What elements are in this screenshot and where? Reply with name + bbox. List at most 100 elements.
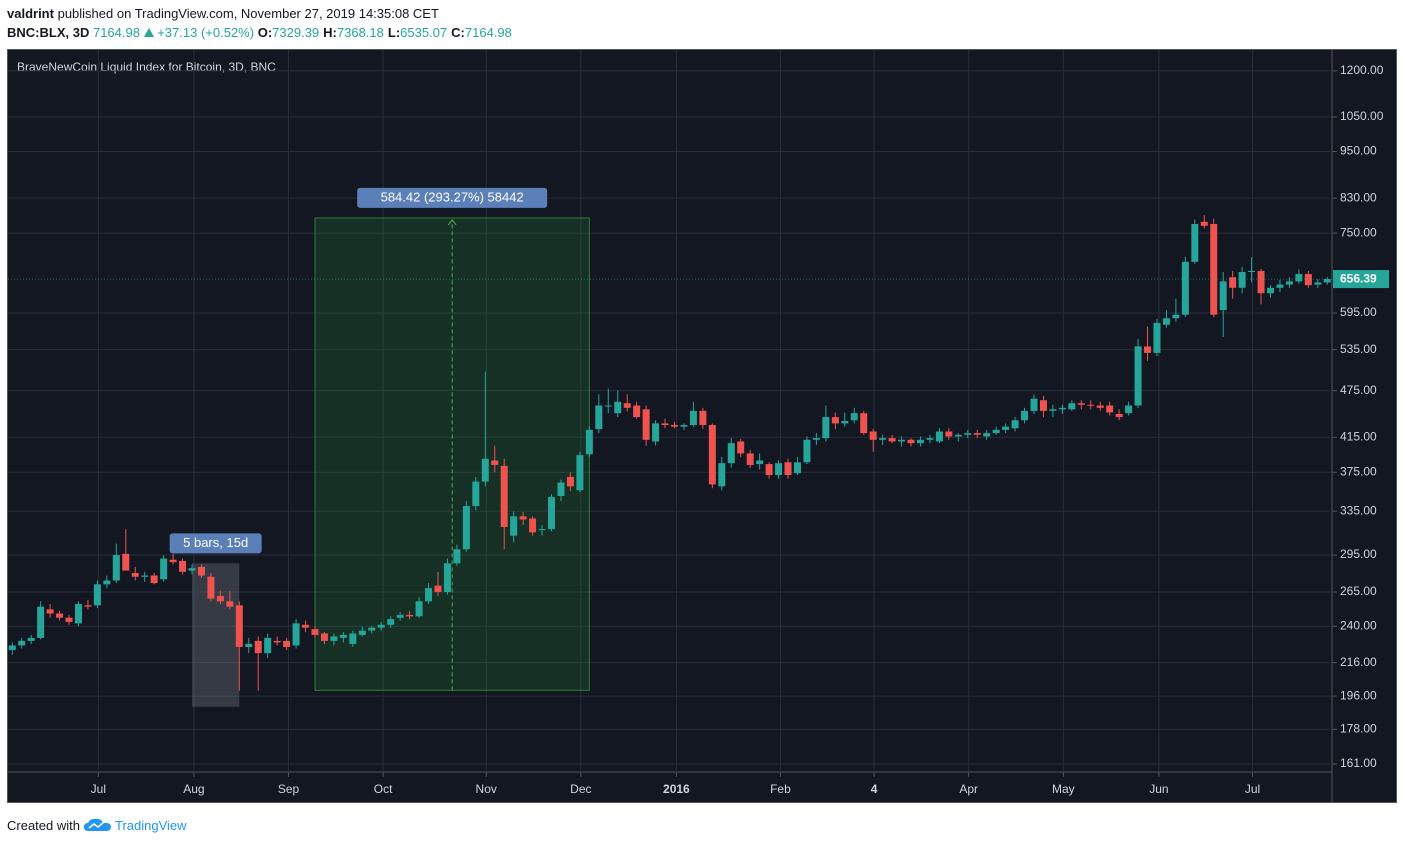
- candle-body: [1295, 274, 1303, 282]
- candle-body: [226, 601, 234, 607]
- candle-body: [462, 506, 470, 550]
- candle-body: [103, 580, 111, 585]
- candle-body: [37, 606, 45, 638]
- y-tick-label: 196.00: [1340, 688, 1377, 702]
- candle-body: [1267, 287, 1275, 294]
- measure-label: 5 bars, 15d: [183, 535, 248, 550]
- candle-body: [1191, 224, 1199, 262]
- candle-body: [1049, 409, 1057, 411]
- ohlc-label: L:: [387, 25, 401, 40]
- y-tick-label: 750.00: [1340, 225, 1377, 239]
- candle-body: [254, 640, 262, 654]
- y-tick-label: 595.00: [1340, 305, 1377, 319]
- candle-body: [566, 476, 574, 487]
- price: 7164.98: [92, 25, 140, 40]
- candle-body: [1181, 261, 1189, 315]
- y-tick-label: 475.00: [1340, 383, 1377, 397]
- candle-body: [860, 413, 868, 434]
- footer-text: Created with: [7, 818, 80, 833]
- candle-body: [122, 553, 130, 571]
- candle-body: [727, 443, 735, 464]
- y-tick-label: 950.00: [1340, 144, 1377, 158]
- candle-body: [793, 462, 801, 474]
- candle-body: [557, 482, 565, 497]
- candle-body: [387, 619, 395, 625]
- x-tick-label: Jun: [1149, 782, 1168, 796]
- chart-title: BraveNewCoin Liquid Index for Bitcoin, 3…: [17, 60, 276, 74]
- candle-body: [841, 421, 849, 424]
- candle-body: [46, 609, 54, 614]
- ohlc-label: H:: [323, 25, 337, 40]
- footer-brand: TradingView: [115, 818, 187, 833]
- candle-body: [1021, 410, 1029, 421]
- y-tick-label: 1050.00: [1340, 109, 1384, 123]
- candle-body: [245, 643, 253, 647]
- y-tick-label: 265.00: [1340, 584, 1377, 598]
- candle-body: [1030, 398, 1038, 411]
- x-tick-label: Jul: [1245, 782, 1260, 796]
- ohlc-value: 7329.39: [272, 25, 320, 40]
- candle-body: [425, 588, 433, 602]
- candle-body: [945, 431, 953, 437]
- candle-body: [850, 413, 858, 421]
- candle-body: [652, 423, 660, 442]
- logo: [83, 818, 111, 831]
- last-price-bg: [1333, 270, 1389, 289]
- candle-body: [604, 405, 612, 407]
- y-tick-label: 161.00: [1340, 756, 1377, 770]
- candle-body: [775, 463, 783, 476]
- candle-body: [1238, 272, 1246, 288]
- candle-body: [1314, 282, 1322, 285]
- candle-body: [1323, 279, 1331, 283]
- candle-body: [812, 438, 820, 440]
- ohlc-value: 6535.07: [400, 25, 448, 40]
- candle-body: [453, 549, 461, 564]
- candle-body: [699, 410, 707, 426]
- candle-body: [1068, 403, 1076, 410]
- candle-body: [623, 403, 631, 408]
- candle-body: [1144, 346, 1152, 353]
- x-tick-label: Dec: [570, 782, 591, 796]
- candle-body: [273, 640, 281, 643]
- x-tick-label: Jul: [91, 782, 106, 796]
- candle-body: [406, 614, 414, 617]
- x-tick-label: 2016: [663, 782, 690, 796]
- candle-body: [585, 429, 593, 455]
- y-tick-label: 830.00: [1340, 190, 1377, 204]
- candle-body: [680, 425, 688, 427]
- candle-body: [803, 439, 811, 463]
- candle-body: [1285, 281, 1293, 285]
- candle-body: [1115, 413, 1123, 418]
- candle-body: [992, 429, 1000, 434]
- candle-body: [302, 624, 310, 628]
- candle-body: [548, 497, 556, 530]
- ohlc-value: 7368.18: [336, 25, 384, 40]
- x-tick-label: Sep: [278, 782, 300, 796]
- measure-box: [314, 217, 590, 691]
- candle-body: [1077, 403, 1085, 405]
- x-tick-label: Nov: [476, 782, 497, 796]
- candle-body: [443, 563, 451, 593]
- measure-arrowhead: [447, 219, 457, 226]
- candle-body: [831, 417, 839, 424]
- candle-body: [1248, 270, 1256, 273]
- x-tick-label: 4: [871, 782, 878, 796]
- candle-body: [718, 463, 726, 487]
- candle-body: [822, 417, 830, 439]
- candle-body: [292, 623, 300, 646]
- candle-body: [141, 575, 149, 577]
- candle-body: [784, 462, 792, 476]
- candle-body: [670, 425, 678, 427]
- measure-box: [192, 563, 240, 707]
- candle-body: [765, 464, 773, 476]
- candle-body: [1106, 405, 1114, 413]
- candle-body: [1304, 274, 1312, 286]
- candle-body: [689, 410, 697, 426]
- candle-body: [642, 409, 650, 440]
- candle-body: [519, 516, 527, 520]
- x-tick-label: May: [1052, 782, 1075, 796]
- candle-body: [538, 529, 546, 531]
- candle-body: [737, 441, 745, 454]
- candle-body: [264, 637, 272, 654]
- measure-label-bg: [357, 187, 548, 208]
